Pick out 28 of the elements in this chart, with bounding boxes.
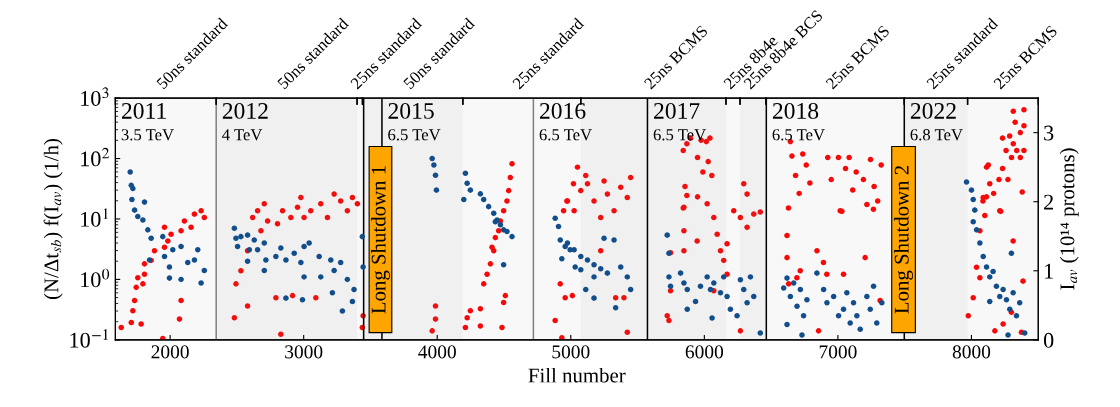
x-tick-label: 8000 xyxy=(952,345,991,359)
x-tick-label: 5000 xyxy=(552,345,590,359)
y2-axis-title: I$_{av}$ (10¹⁴ protons) xyxy=(1059,148,1079,290)
annotation: 2011 3.5 TeV xyxy=(121,102,174,141)
y-tick-label: 10$^{2}$ xyxy=(81,147,110,167)
y-tick-label: 10$^{1}$ xyxy=(81,208,108,227)
y-tick-label: 10$^{3}$ xyxy=(81,87,109,106)
x-tick-label: 3000 xyxy=(285,345,323,359)
ref-line-label: 2012 4 TeV xyxy=(222,102,268,141)
y2-tick-label: 2 xyxy=(1044,194,1053,210)
band-label: Long Shutdown 2 xyxy=(894,166,914,314)
y-tick-label: 10$^{0}$ xyxy=(81,268,110,288)
x-tick-label: 2000 xyxy=(151,345,189,359)
x-tick-label: 7000 xyxy=(819,345,857,359)
x-tick-label: 4000 xyxy=(418,345,456,359)
y-tick-label: 10$^{−1}$ xyxy=(70,329,108,348)
y2-tick-label: 3 xyxy=(1044,125,1054,141)
y-axis-title: (N/Δt$_{sb}$) f(I$_{av}$) (1/h) xyxy=(43,139,63,299)
x-tick-label: 6000 xyxy=(685,345,724,359)
ref-line-label: 2022 6.8 TeV xyxy=(910,102,963,141)
band-label: Long Shutdown 1 xyxy=(371,166,390,314)
x-axis-title: Fill number xyxy=(528,367,626,383)
ref-line-label: 2015 6.5 TeV xyxy=(388,102,441,141)
ref-line-label: 2018 6.5 TeV xyxy=(772,102,825,141)
ref-line-label: 2016 6.5 TeV xyxy=(539,102,592,141)
y2-tick-label: 1 xyxy=(1045,263,1053,279)
y2-tick-label: 0 xyxy=(1043,332,1054,348)
ref-line-label: 2017 6.5 TeV xyxy=(653,102,706,141)
